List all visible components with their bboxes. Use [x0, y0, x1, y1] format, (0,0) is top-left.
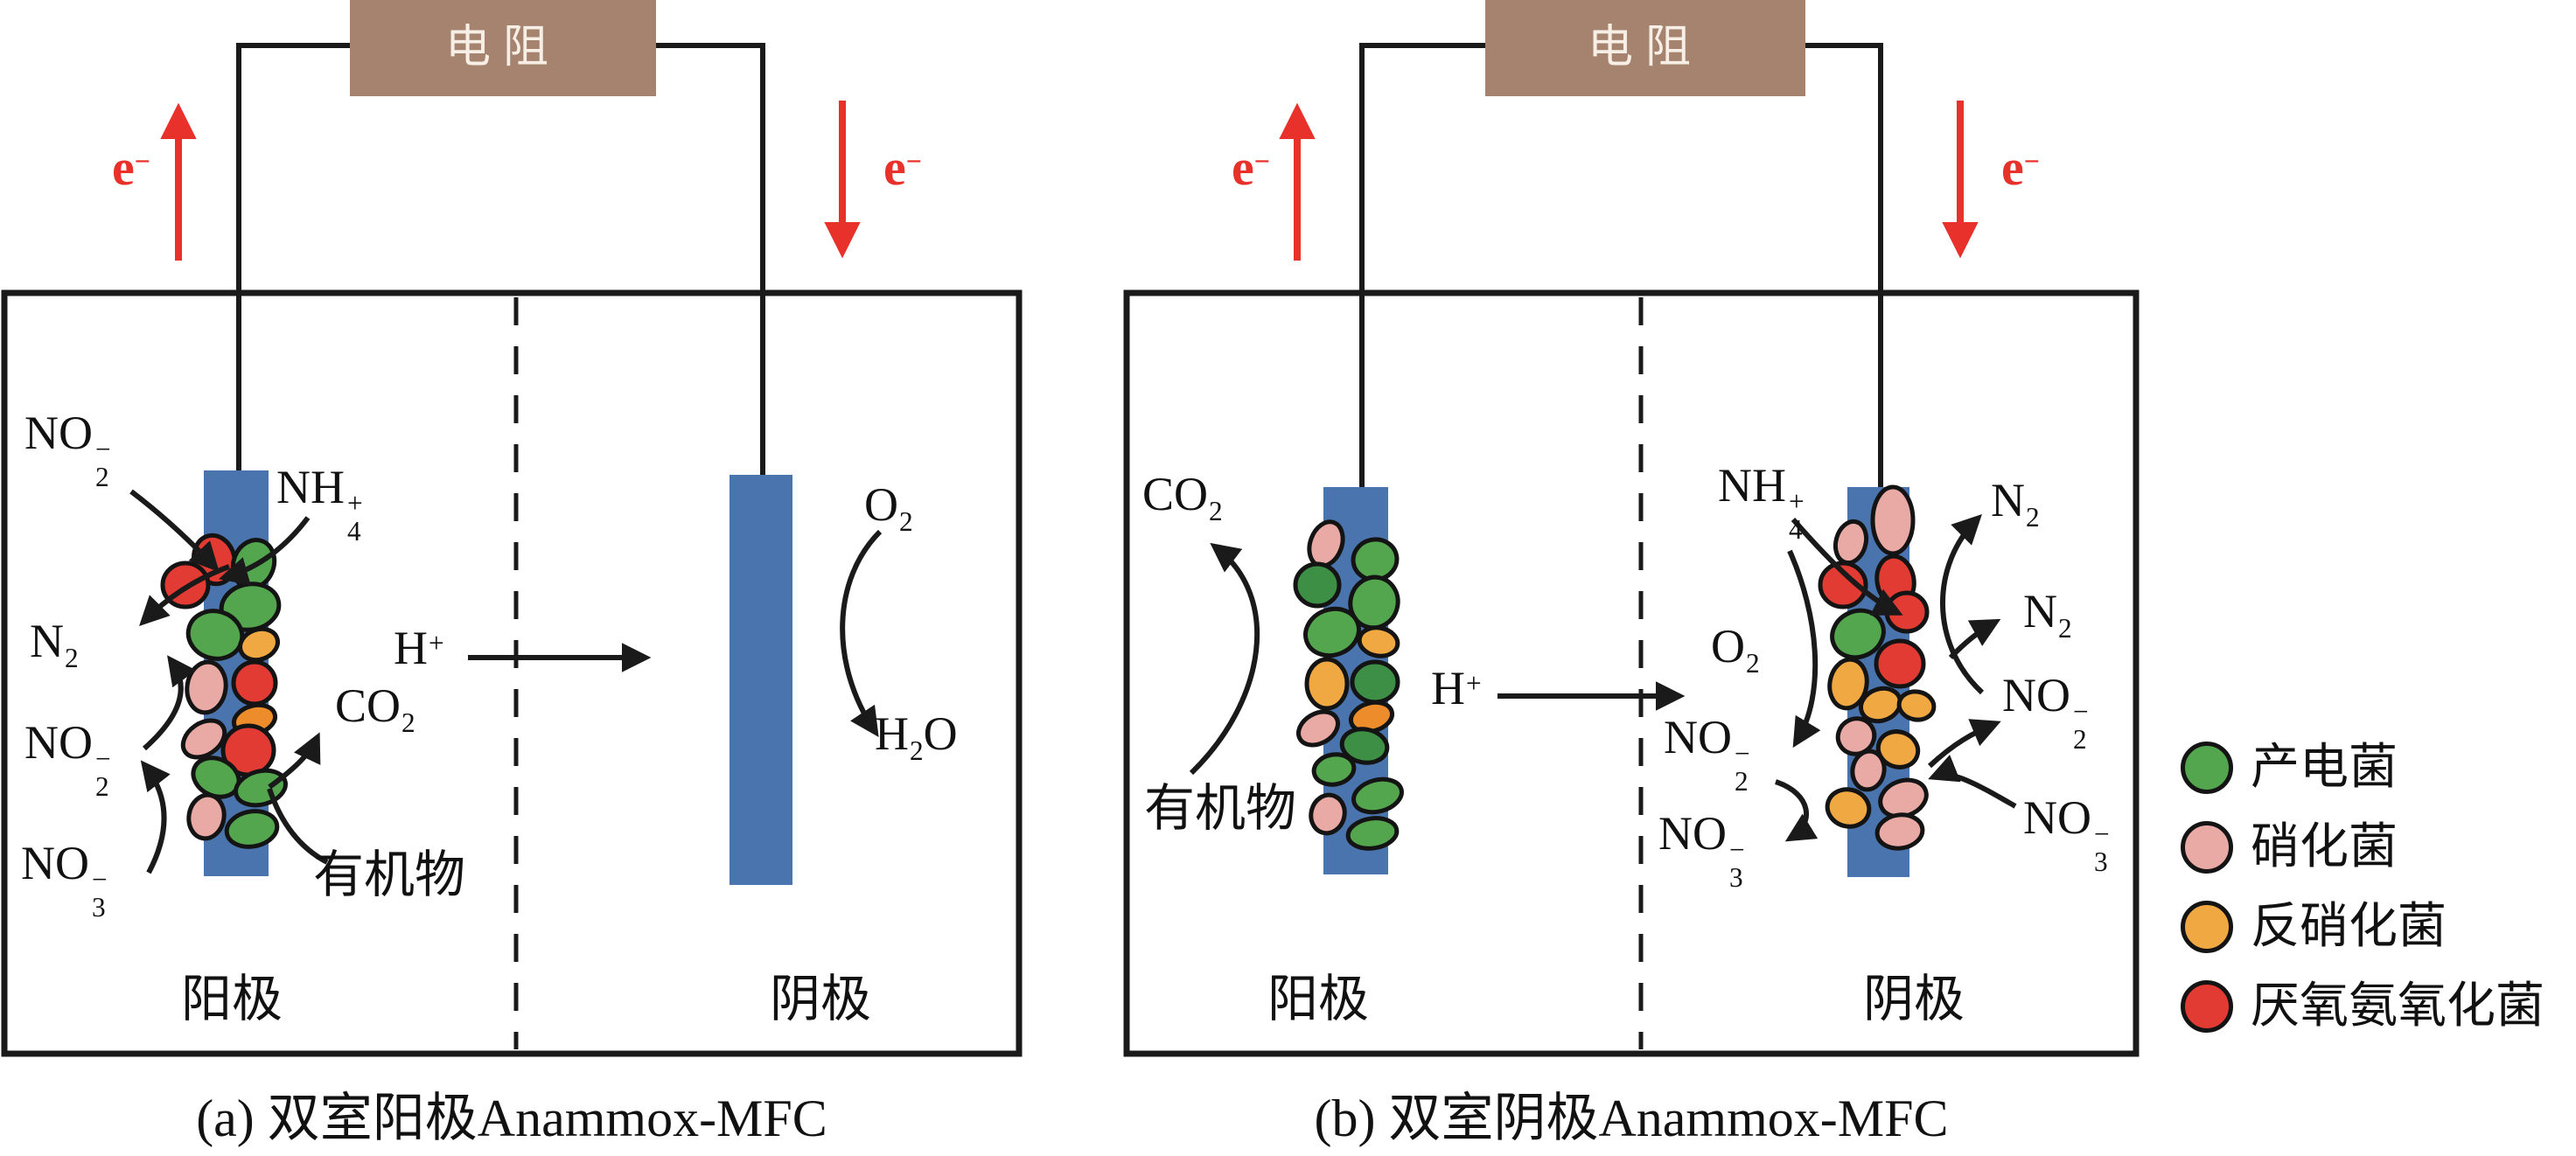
arrow-biofilm-to-n2-a — [139, 564, 231, 626]
cathode-biofilm-b — [1818, 484, 1937, 851]
bacterium-orange — [1304, 657, 1350, 711]
bacterium-green — [1311, 752, 1357, 787]
circuit-wire-b — [1359, 43, 1883, 487]
cathode-electrode-a — [730, 475, 792, 885]
bacterium-red — [231, 659, 278, 707]
arrow-o2-nh4-to-no2-b — [1787, 549, 1821, 749]
arrow-biofilm-to-co2-a — [268, 732, 321, 790]
legend-item-nitrifiers: 硝化菌 — [2181, 821, 2398, 874]
legend-item-denitrifiers: 反硝化菌 — [2181, 901, 2447, 953]
label-no2-left-b: NO −2 — [1664, 711, 1750, 797]
bacterium-green — [1345, 816, 1400, 851]
label-no3-right-b: NO −3 — [2023, 791, 2110, 877]
arrow-no2-into-biofilm-a — [129, 489, 220, 573]
electron-label-right-a: e− — [883, 139, 922, 196]
bacterium-green — [224, 809, 280, 849]
arrow-nh4-into-biofilm-a — [218, 516, 311, 586]
label-cathode-a: 阴极 — [770, 971, 872, 1027]
reactor-box-b — [1123, 289, 2140, 1057]
bacterium-orange — [1896, 689, 1937, 722]
caption-b: (b) 双室阴极Anammox-MFC — [1314, 1090, 1949, 1147]
bacterium-darkgreen — [1293, 561, 1342, 609]
arrow-biofilm-to-no2-right-b — [1927, 719, 2001, 769]
legend-label: 硝化菌 — [2251, 820, 2398, 874]
bacterium-pink — [180, 718, 227, 760]
label-h-plus-b: H+ — [1431, 662, 1482, 714]
arrow-no2-to-no3-b — [1774, 779, 1819, 842]
label-o2-a: O2 — [864, 478, 913, 537]
resistor-box-b — [1485, 0, 1805, 96]
arrow-no3-to-no2-a — [140, 760, 171, 874]
leader-organic-to-biofilm-a — [267, 788, 329, 865]
label-no2-mid-a: NO −2 — [24, 716, 111, 802]
electrogen-swatch-icon — [2181, 742, 2233, 794]
denitrifier-swatch-icon — [2181, 901, 2233, 953]
bacterium-green — [1830, 608, 1886, 660]
bacterium-green — [1348, 575, 1400, 630]
bacterium-pink — [1870, 484, 1916, 556]
legend-label: 反硝化菌 — [2251, 900, 2447, 954]
electron-label-left-a: e− — [112, 139, 150, 196]
legend-item-anammox: 厌氧氨氧化菌 — [2181, 980, 2545, 1033]
resistor-box-a — [350, 0, 656, 96]
label-no2-top-a: NO −2 — [24, 407, 111, 492]
label-nh4-a: NH +4 — [276, 461, 363, 547]
bacterium-darkgreen — [1339, 727, 1390, 765]
label-n2-top-b: N2 — [1991, 474, 2040, 533]
label-h2o-a: H2O — [875, 707, 958, 766]
label-anode-b: 阳极 — [1267, 971, 1370, 1027]
label-anode-a: 阳极 — [181, 971, 283, 1027]
label-nh4-b: NH +4 — [1718, 459, 1805, 545]
label-cathode-b: 阴极 — [1863, 971, 1965, 1027]
bacterium-pink — [1850, 749, 1887, 792]
bacterium-orange — [1827, 657, 1869, 711]
caption-a: (a) 双室阳极Anammox-MFC — [196, 1090, 827, 1147]
bacterium-pink — [186, 792, 227, 841]
bacterium-pink — [1309, 792, 1347, 836]
legend-label: 厌氧氨氧化菌 — [2251, 979, 2545, 1034]
arrow-no3-into-biofilm-b — [1928, 755, 2017, 809]
bacterium-red — [1874, 638, 1926, 689]
label-organic-a: 有机物 — [313, 846, 466, 903]
bacterium-darkgreen — [1350, 659, 1400, 705]
label-n2-mid-b: N2 — [2023, 585, 2072, 644]
legend-label: 产电菌 — [2251, 741, 2398, 795]
resistor-label-b: 电阻 — [1587, 23, 1703, 73]
electron-label-right-b: e− — [2001, 139, 2040, 196]
label-n2-a: N2 — [30, 615, 79, 673]
anammox-swatch-icon — [2181, 980, 2233, 1033]
nitrifier-swatch-icon — [2181, 821, 2233, 874]
label-organic-b: 有机物 — [1144, 780, 1297, 837]
bacterium-red — [1818, 561, 1868, 609]
label-h-plus-a: H+ — [394, 622, 444, 674]
bacterium-pink — [1874, 812, 1925, 851]
resistor-label-a: 电阻 — [444, 23, 561, 73]
bacterium-green — [1303, 606, 1361, 658]
arrow-nh4-into-biofilm-b — [1791, 518, 1903, 616]
bacterium-orange — [238, 626, 280, 663]
arrow-no2-to-n2-a — [143, 655, 197, 751]
electron-label-left-b: e− — [1232, 139, 1270, 196]
bacterium-green — [1351, 776, 1404, 815]
bacterium-pink — [1296, 709, 1340, 748]
label-no2-right-b: NO −2 — [2002, 669, 2089, 755]
bacterium-orange — [1875, 729, 1921, 770]
anode-biofilm-b — [1293, 519, 1404, 851]
arrow-o2-to-h2o-a — [840, 529, 883, 737]
arrow-organic-to-co2-b — [1189, 542, 1260, 776]
arrow-biofilm-to-n2-mid-b — [1948, 618, 2001, 660]
label-co2-b: CO2 — [1142, 468, 1223, 526]
bacterium-orange — [1825, 787, 1872, 829]
label-no3-a: NO −3 — [21, 837, 108, 923]
legend-item-electrogens: 产电菌 — [2181, 742, 2398, 794]
circuit-wire-a — [236, 43, 765, 475]
arrow-no2-to-n2-top-b — [1940, 514, 1985, 695]
label-no3-left-b: NO −3 — [1658, 807, 1745, 893]
label-o2-b: O2 — [1711, 620, 1760, 679]
reactor-box-a — [1, 289, 1023, 1057]
label-co2-a: CO2 — [335, 679, 415, 738]
bacterium-orange — [1357, 625, 1400, 658]
